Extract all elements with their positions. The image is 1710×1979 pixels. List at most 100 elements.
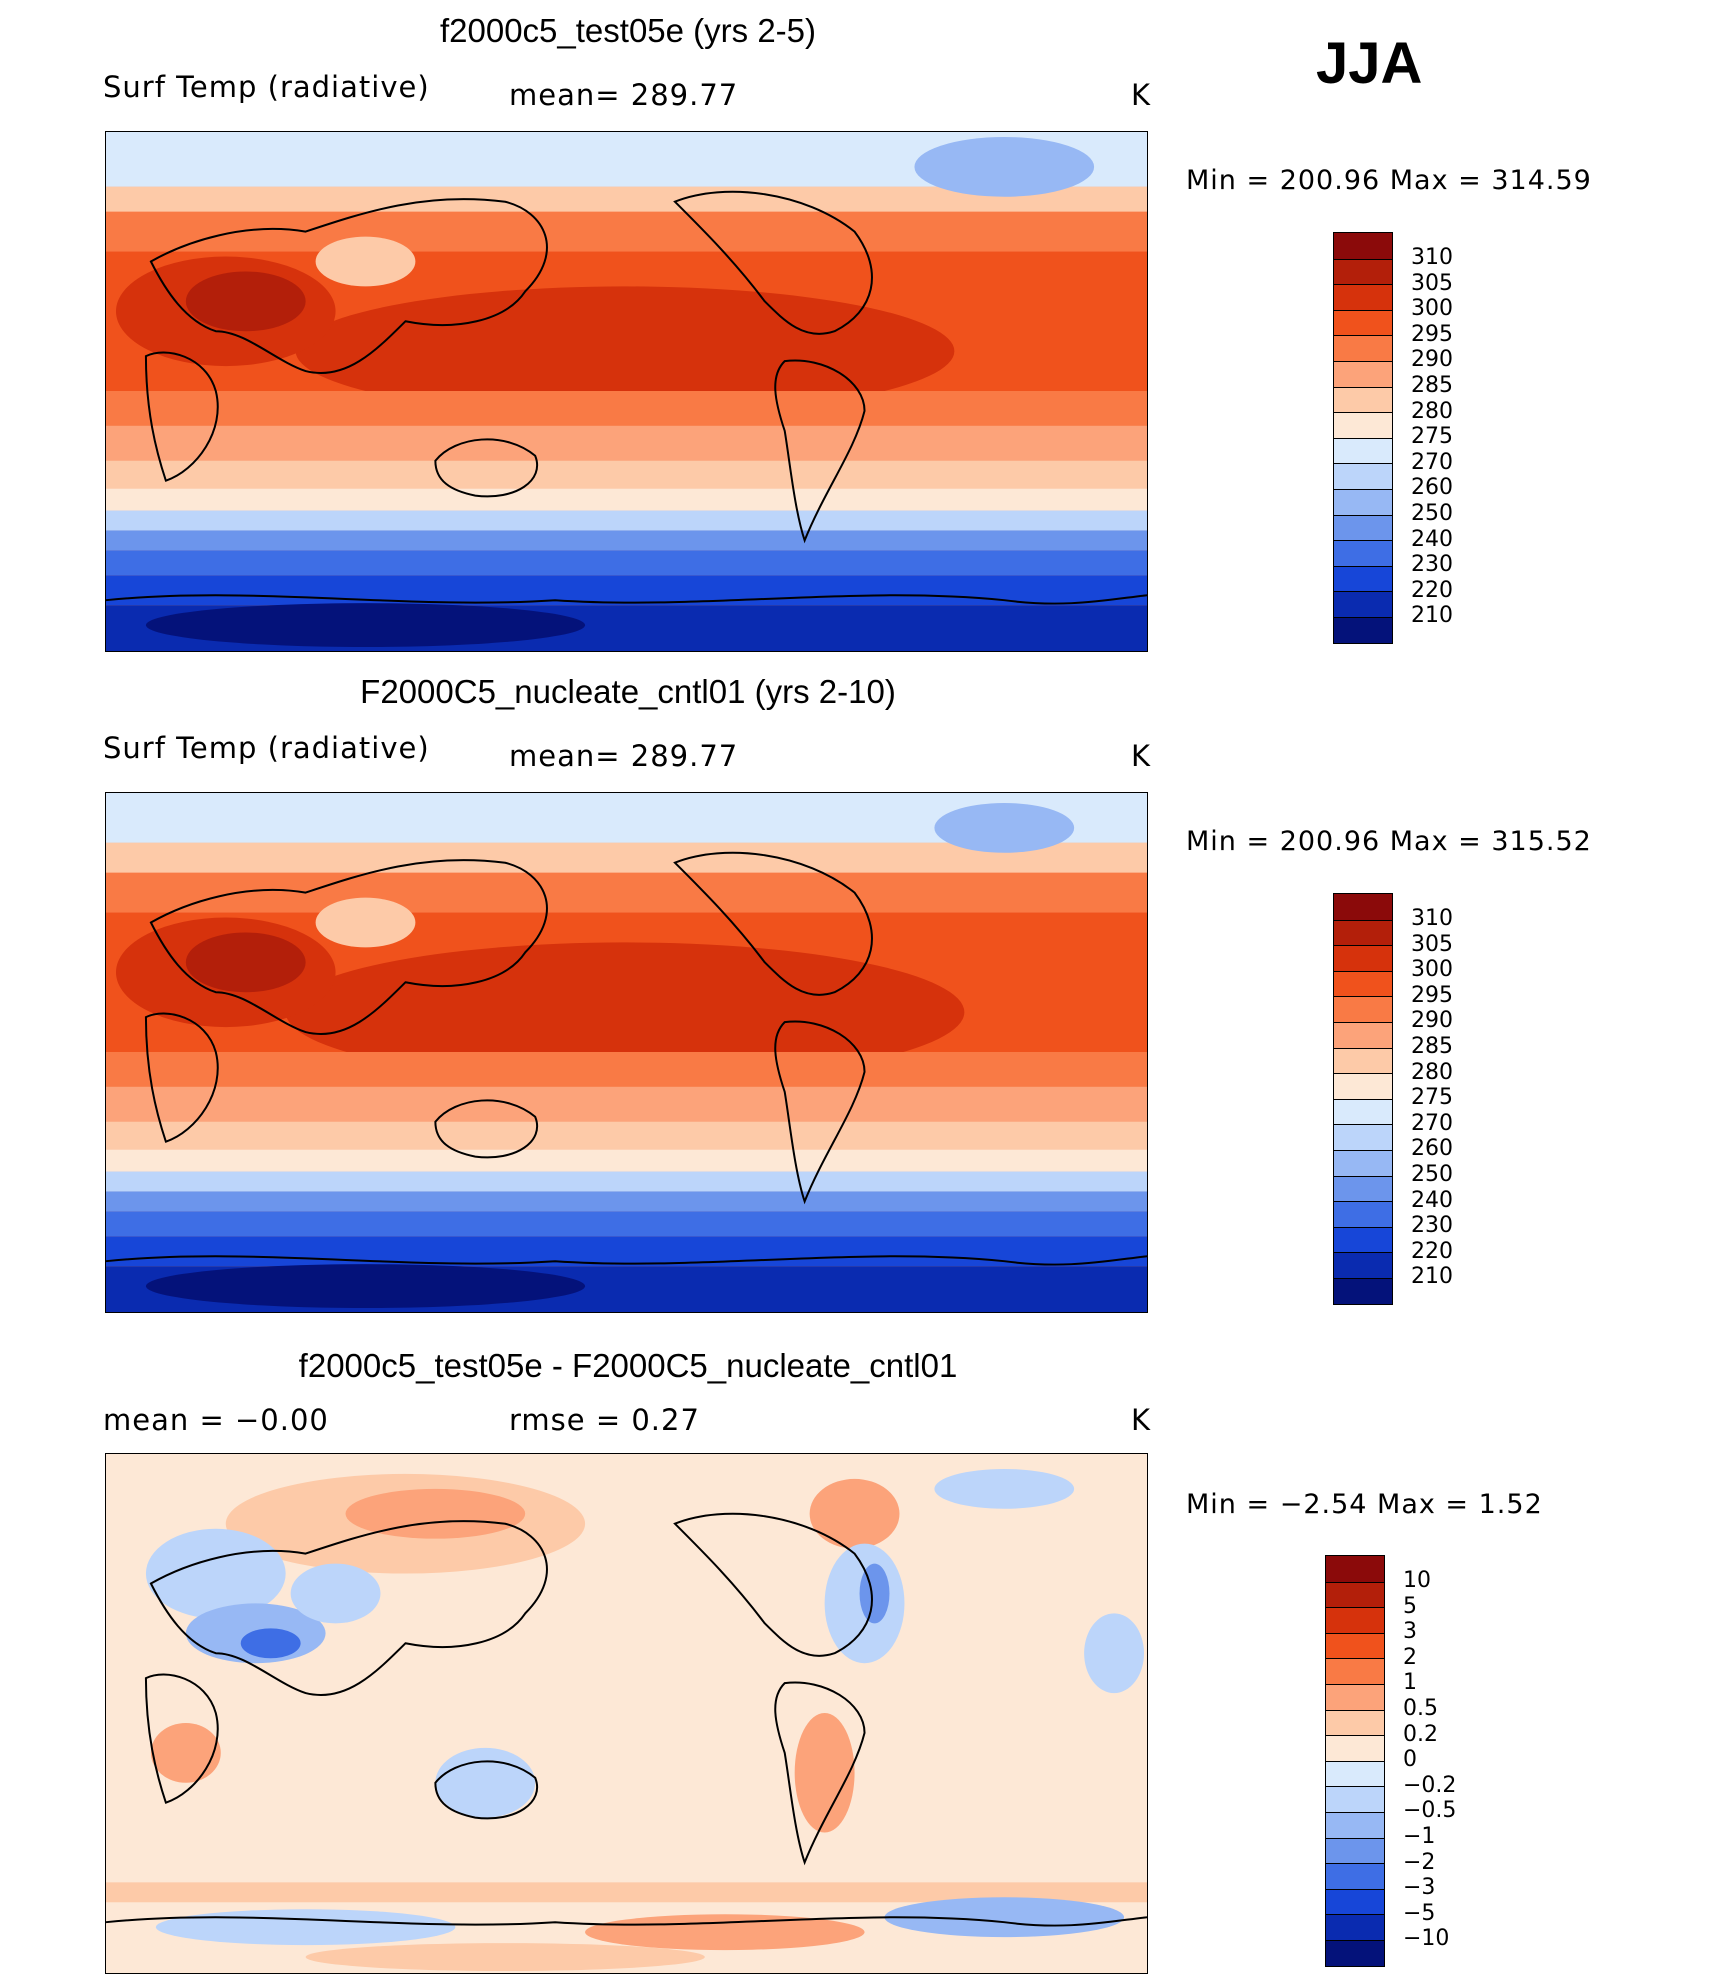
panel1-colorbar-labels: 310 305 300 295 290 285 280 275 270 260 250 240 230 2…	[1411, 245, 1453, 629]
colorbar-swatch	[1326, 1939, 1384, 1966]
colorbar-tick-label: 310	[1411, 906, 1453, 931]
colorbar-tick-label: 0.2	[1403, 1721, 1438, 1747]
colorbar-swatch	[1334, 309, 1392, 336]
season-label: JJA	[1316, 31, 1423, 96]
colorbar-tick-label: −10	[1403, 1926, 1450, 1952]
panel3-units: K	[1131, 1403, 1152, 1437]
colorbar-swatch	[1334, 1073, 1392, 1099]
colorbar-tick-label: 305	[1411, 931, 1453, 957]
colorbar-swatch	[1326, 1786, 1384, 1812]
colorbar-tick-label: 230	[1411, 1213, 1453, 1239]
panel1-units: K	[1131, 78, 1152, 112]
colorbar-swatch	[1334, 1175, 1392, 1202]
colorbar-tick-label: 1	[1403, 1670, 1417, 1696]
colorbar-tick-label: 210	[1411, 603, 1453, 629]
colorbar-swatch	[1334, 1021, 1392, 1048]
colorbar-swatch	[1334, 591, 1392, 617]
colorbar-swatch	[1334, 894, 1392, 920]
panel1-mean-label: mean= 289.77	[509, 78, 739, 112]
colorbar-tick-label: 275	[1411, 1085, 1453, 1111]
panel2-units: K	[1131, 739, 1152, 773]
colorbar-tick-label: −0.5	[1403, 1798, 1457, 1824]
panel2-colorbar-labels: 310 305 300 295 290 285 280 275 270 260 250 240 230 2…	[1411, 906, 1453, 1290]
panel3-colorbar	[1325, 1555, 1385, 1967]
colorbar-tick-label: 0.5	[1403, 1695, 1438, 1721]
colorbar-swatch	[1334, 284, 1392, 310]
colorbar-tick-label: 290	[1411, 1008, 1453, 1034]
colorbar-swatch	[1326, 1811, 1384, 1838]
panel1-minmax: Min = 200.96 Max = 314.59	[1186, 165, 1592, 196]
colorbar-tick-label: 275	[1411, 424, 1453, 450]
panel2-minmax: Min = 200.96 Max = 315.52	[1186, 826, 1592, 857]
colorbar-tick-label: 0	[1403, 1747, 1417, 1773]
colorbar-tick-label: 305	[1411, 270, 1453, 296]
colorbar-swatch	[1334, 616, 1392, 643]
colorbar-swatch	[1334, 1201, 1392, 1227]
colorbar-swatch	[1334, 1124, 1392, 1150]
colorbar-swatch	[1334, 1149, 1392, 1176]
colorbar-swatch	[1334, 233, 1392, 259]
colorbar-tick-label: 270	[1411, 1110, 1453, 1136]
colorbar-tick-label: 10	[1403, 1568, 1431, 1593]
colorbar-swatch	[1334, 565, 1392, 592]
colorbar-tick-label: 280	[1411, 1059, 1453, 1085]
colorbar-tick-label: 240	[1411, 526, 1453, 552]
colorbar-tick-label: 280	[1411, 398, 1453, 424]
colorbar-swatch	[1326, 1683, 1384, 1710]
colorbar-tick-label: 230	[1411, 552, 1453, 578]
colorbar-tick-label: 3	[1403, 1619, 1417, 1645]
panel2-mean-label: mean= 289.77	[509, 739, 739, 773]
colorbar-swatch	[1334, 1277, 1392, 1304]
colorbar-tick-label: 2	[1403, 1644, 1417, 1670]
colorbar-tick-label: 310	[1411, 245, 1453, 270]
colorbar-tick-label: 260	[1411, 1136, 1453, 1162]
colorbar-tick-label: 250	[1411, 500, 1453, 526]
colorbar-swatch	[1334, 437, 1392, 464]
colorbar-swatch	[1326, 1837, 1384, 1864]
colorbar-swatch	[1334, 1047, 1392, 1074]
colorbar-tick-label: 290	[1411, 347, 1453, 373]
colorbar-tick-label: −2	[1403, 1849, 1436, 1875]
colorbar-swatch	[1334, 412, 1392, 438]
panel3-rmse-label: rmse = 0.27	[509, 1403, 700, 1437]
panel2-title: F2000C5_nucleate_cntl01 (yrs 2-10)	[360, 673, 896, 710]
colorbar-tick-label: 285	[1411, 372, 1453, 398]
panel1-map	[105, 131, 1148, 652]
panel2-map	[105, 792, 1148, 1313]
colorbar-swatch	[1326, 1709, 1384, 1736]
colorbar-swatch	[1326, 1760, 1384, 1787]
colorbar-swatch	[1334, 335, 1392, 361]
panel3-minmax: Min = −2.54 Max = 1.52	[1186, 1489, 1543, 1520]
colorbar-swatch	[1334, 514, 1392, 541]
colorbar-swatch	[1334, 919, 1392, 946]
colorbar-swatch	[1326, 1632, 1384, 1659]
colorbar-swatch	[1326, 1914, 1384, 1940]
colorbar-tick-label: 270	[1411, 449, 1453, 475]
colorbar-swatch	[1334, 1098, 1392, 1125]
colorbar-tick-label: 285	[1411, 1033, 1453, 1059]
colorbar-tick-label: −3	[1403, 1875, 1436, 1901]
colorbar-swatch	[1326, 1658, 1384, 1684]
panel2-colorbar	[1333, 893, 1393, 1305]
colorbar-tick-label: 210	[1411, 1264, 1453, 1290]
colorbar-swatch	[1326, 1556, 1384, 1582]
panel2-variable-label: Surf Temp (radiative)	[103, 731, 430, 765]
colorbar-swatch	[1334, 945, 1392, 971]
panel1-title: f2000c5_test05e (yrs 2-5)	[439, 12, 817, 49]
colorbar-swatch	[1334, 488, 1392, 515]
panel3-title: f2000c5_test05e - F2000C5_nucleate_cntl0…	[298, 1347, 958, 1384]
colorbar-tick-label: 5	[1403, 1593, 1417, 1619]
colorbar-swatch	[1334, 360, 1392, 387]
panel1-colorbar	[1333, 232, 1393, 644]
colorbar-swatch	[1326, 1888, 1384, 1915]
colorbar-tick-label: 295	[1411, 321, 1453, 347]
colorbar-tick-label: 220	[1411, 577, 1453, 603]
panel3-mean-label: mean = −0.00	[103, 1403, 329, 1437]
panel3-colorbar-labels: 10 5 3 2 1 0.5 0.2 0 −0.2 −0.5 −1 −2 −3 −5 −10	[1403, 1568, 1456, 1952]
colorbar-swatch	[1326, 1735, 1384, 1761]
colorbar-tick-label: −1	[1403, 1823, 1436, 1849]
colorbar-swatch	[1334, 970, 1392, 997]
colorbar-tick-label: 300	[1411, 296, 1453, 322]
colorbar-tick-label: −0.2	[1403, 1772, 1457, 1798]
colorbar-tick-label: 250	[1411, 1161, 1453, 1187]
